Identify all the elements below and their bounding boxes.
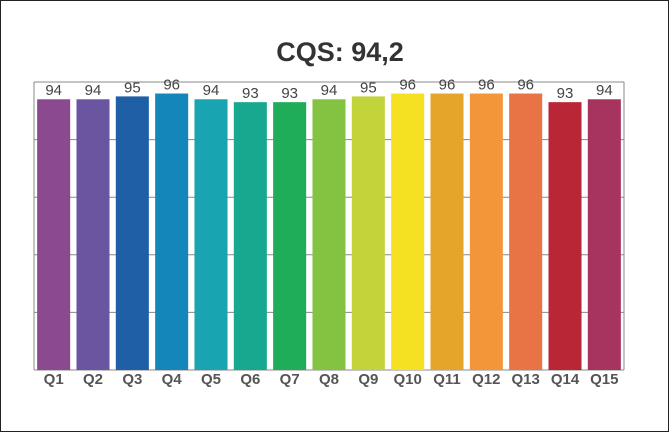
value-label: 94	[321, 82, 338, 99]
bar	[273, 102, 307, 370]
x-tick-label: Q15	[590, 371, 618, 388]
bar	[155, 93, 189, 371]
bar	[469, 93, 503, 371]
value-label: 94	[596, 82, 613, 99]
bar	[351, 96, 385, 371]
bar	[76, 99, 110, 370]
value-label: 96	[163, 76, 180, 93]
chart-title: CQS: 94,2	[276, 37, 404, 67]
bar	[312, 99, 346, 370]
x-tick-label: Q9	[358, 371, 378, 388]
x-tick-label: Q13	[511, 371, 539, 388]
value-label: 93	[281, 85, 298, 102]
value-label: 94	[85, 82, 102, 99]
bar	[587, 99, 621, 370]
x-tick-label: Q10	[393, 371, 421, 388]
x-tick-label: Q3	[122, 371, 142, 388]
value-label: 93	[557, 85, 574, 102]
value-label: 94	[45, 82, 62, 99]
x-tick-label: Q1	[44, 371, 64, 388]
value-label: 93	[242, 85, 259, 102]
x-tick-label: Q4	[162, 371, 183, 388]
x-tick-label: Q14	[551, 371, 580, 388]
x-tick-label: Q7	[280, 371, 300, 388]
bar	[548, 102, 582, 370]
x-tick-label: Q2	[83, 371, 103, 388]
value-label: 96	[439, 76, 456, 93]
bar	[391, 93, 425, 371]
bar	[115, 96, 149, 371]
value-label: 96	[399, 76, 416, 93]
value-label: 95	[360, 79, 377, 96]
bar	[37, 99, 71, 370]
bar	[233, 102, 267, 370]
value-label: 96	[517, 76, 534, 93]
value-label: 95	[124, 79, 141, 96]
value-label: 94	[203, 82, 220, 99]
x-tick-label: Q6	[240, 371, 260, 388]
bar	[509, 93, 543, 371]
x-tick-label: Q11	[433, 371, 461, 388]
x-tick-label: Q5	[201, 371, 221, 388]
bar	[194, 99, 228, 370]
x-tick-label: Q8	[319, 371, 339, 388]
bar	[430, 93, 464, 371]
x-tick-label: Q12	[472, 371, 500, 388]
value-label: 96	[478, 76, 495, 93]
